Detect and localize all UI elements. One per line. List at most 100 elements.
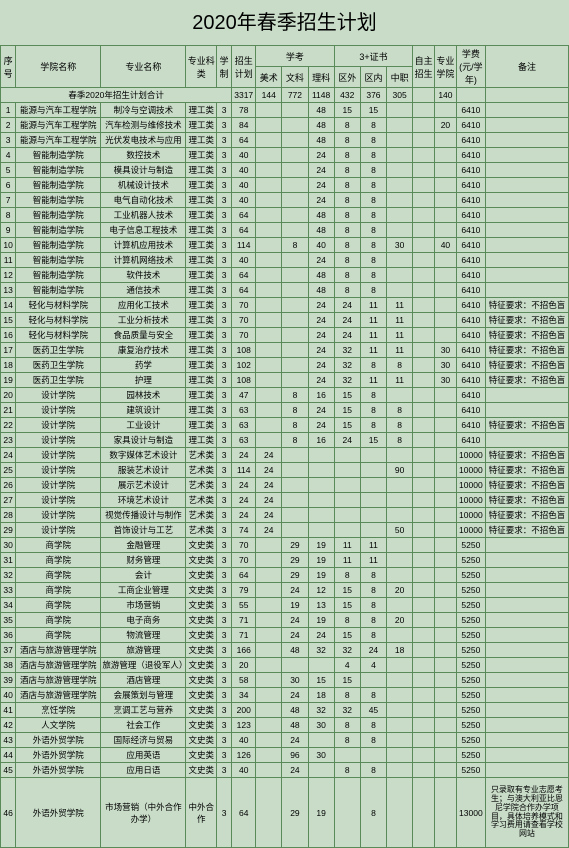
cell-type: 理工类	[186, 343, 217, 358]
cell-qunei: 8	[360, 283, 386, 298]
cell-zhongzhi: 8	[387, 418, 413, 433]
cell-college: 外语外贸学院	[16, 733, 101, 748]
cell-zhongzhi	[387, 103, 413, 118]
cell-qunei: 11	[360, 538, 386, 553]
cell-art	[256, 748, 282, 763]
cell-major: 展示艺术设计	[101, 478, 186, 493]
table-row: 18医药卫生学院药学理工类3102243288306410特征要求：不招色盲	[1, 358, 569, 373]
cell-years: 3	[217, 508, 232, 523]
cell-note	[485, 163, 568, 178]
cell-wen	[282, 208, 308, 223]
cell-self	[413, 748, 435, 763]
cell-plan: 102	[232, 358, 256, 373]
cell-zy	[435, 583, 457, 598]
cell-zy	[435, 538, 457, 553]
cell-note: 特征要求：不招色盲	[485, 358, 568, 373]
cell-college: 商学院	[16, 628, 101, 643]
cell-fee: 5250	[456, 598, 485, 613]
cell-quwai: 24	[334, 328, 360, 343]
th-plan: 招生计划	[232, 46, 256, 88]
cell-zhongzhi	[387, 658, 413, 673]
cell-major: 烹调工艺与营养	[101, 703, 186, 718]
cell-wen	[282, 193, 308, 208]
cell-self	[413, 313, 435, 328]
th-major: 专业名称	[101, 46, 186, 88]
cell-plan: 40	[232, 733, 256, 748]
cell-zhongzhi	[387, 268, 413, 283]
cell-college: 外语外贸学院	[16, 748, 101, 763]
cell-wen: 24	[282, 763, 308, 778]
cell-zy	[435, 313, 457, 328]
cell-zhongzhi	[387, 628, 413, 643]
cell-type: 文史类	[186, 568, 217, 583]
cell-quwai	[334, 448, 360, 463]
cell-major: 模具设计与制造	[101, 163, 186, 178]
cell-zhongzhi	[387, 283, 413, 298]
cell-major: 财务管理	[101, 553, 186, 568]
cell-type: 理工类	[186, 328, 217, 343]
sum-art: 144	[256, 88, 282, 103]
sum-self	[413, 88, 435, 103]
cell-type: 中外合作	[186, 778, 217, 848]
cell-self	[413, 508, 435, 523]
cell-art: 24	[256, 523, 282, 538]
cell-seq: 11	[1, 253, 16, 268]
cell-self	[413, 118, 435, 133]
cell-plan: 64	[232, 208, 256, 223]
sum-quwai: 432	[334, 88, 360, 103]
cell-wen	[282, 508, 308, 523]
cell-art	[256, 298, 282, 313]
cell-li: 32	[308, 703, 334, 718]
cell-plan: 70	[232, 313, 256, 328]
cell-seq: 25	[1, 463, 16, 478]
cell-fee: 5250	[456, 643, 485, 658]
cell-li: 48	[308, 103, 334, 118]
cell-college: 轻化与材料学院	[16, 298, 101, 313]
cell-fee: 6410	[456, 268, 485, 283]
cell-fee: 5250	[456, 553, 485, 568]
cell-self	[413, 148, 435, 163]
cell-years: 3	[217, 553, 232, 568]
cell-seq: 23	[1, 433, 16, 448]
cell-li: 24	[308, 148, 334, 163]
cell-quwai: 8	[334, 733, 360, 748]
cell-zhongzhi	[387, 733, 413, 748]
cell-seq: 6	[1, 178, 16, 193]
sum-zhongzhi: 305	[387, 88, 413, 103]
cell-zy	[435, 463, 457, 478]
cell-zy	[435, 598, 457, 613]
cell-plan: 40	[232, 148, 256, 163]
sum-li: 1148	[308, 88, 334, 103]
cell-note	[485, 103, 568, 118]
cell-plan: 34	[232, 688, 256, 703]
cell-seq: 36	[1, 628, 16, 643]
cell-li: 16	[308, 388, 334, 403]
cell-self	[413, 763, 435, 778]
cell-zhongzhi: 20	[387, 613, 413, 628]
cell-zy	[435, 328, 457, 343]
cell-zy	[435, 523, 457, 538]
cell-zy	[435, 718, 457, 733]
cell-college: 设计学院	[16, 403, 101, 418]
cell-years: 3	[217, 268, 232, 283]
cell-note: 特征要求：不招色盲	[485, 418, 568, 433]
cell-art	[256, 358, 282, 373]
cell-li: 48	[308, 283, 334, 298]
cell-fee: 6410	[456, 418, 485, 433]
cell-seq: 22	[1, 418, 16, 433]
cell-plan: 123	[232, 718, 256, 733]
cell-self	[413, 373, 435, 388]
cell-quwai	[334, 463, 360, 478]
cell-note	[485, 223, 568, 238]
cell-seq: 33	[1, 583, 16, 598]
cell-major: 数字媒体艺术设计	[101, 448, 186, 463]
cell-self	[413, 103, 435, 118]
cell-zy	[435, 208, 457, 223]
cell-zhongzhi: 11	[387, 373, 413, 388]
cell-major: 社会工作	[101, 718, 186, 733]
cell-self	[413, 643, 435, 658]
cell-type: 理工类	[186, 403, 217, 418]
cell-seq: 8	[1, 208, 16, 223]
enrollment-table: 序号 学院名称 专业名称 专业科类 学制 招生计划 学考 3+证书 自主招生 专…	[0, 45, 569, 848]
th-zhongzhi: 中职	[387, 67, 413, 88]
